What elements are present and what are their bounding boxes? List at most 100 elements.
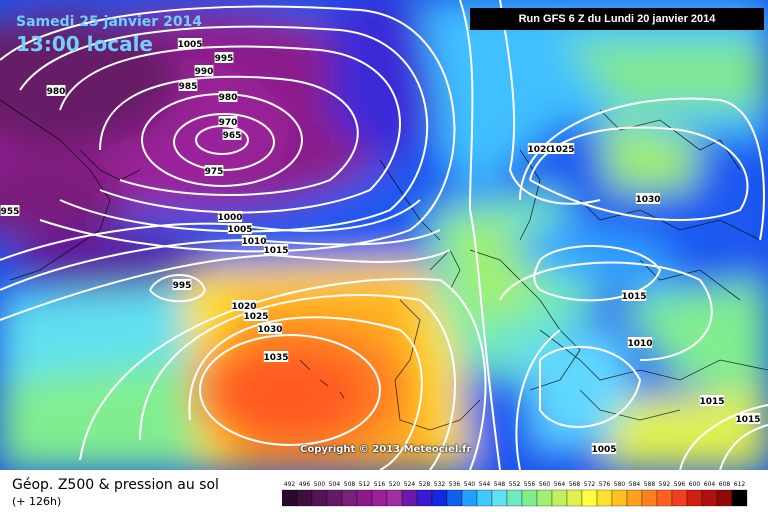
isobar-label-bg bbox=[635, 193, 661, 204]
scale-swatch bbox=[416, 489, 433, 507]
isobar-label: 1010 bbox=[241, 237, 266, 247]
isobar-label: 1005 bbox=[591, 445, 616, 455]
scale-swatch bbox=[611, 489, 628, 507]
forecast-time: 13:00 locale bbox=[16, 32, 153, 56]
isobar-label-bg bbox=[204, 165, 224, 176]
scale-swatch bbox=[536, 489, 553, 507]
scale-tick-label: 516 bbox=[374, 481, 386, 488]
scale-tick-label: 500 bbox=[314, 481, 326, 488]
scale-tick-label: 576 bbox=[599, 481, 611, 488]
isobar-label: 995 bbox=[173, 281, 192, 291]
scale-tick-label: 528 bbox=[419, 481, 431, 488]
scale-tick-label: 520 bbox=[389, 481, 401, 488]
scale-swatch bbox=[491, 489, 508, 507]
isobar-label: 985 bbox=[179, 82, 198, 92]
scale-swatch bbox=[341, 489, 358, 507]
isobar-label: 1015 bbox=[263, 246, 288, 256]
isobar-label: 975 bbox=[205, 167, 224, 177]
scale-swatch bbox=[671, 489, 688, 507]
forecast-date: Samedi 25 janvier 2014 bbox=[16, 14, 203, 30]
isobar-label-bg bbox=[591, 443, 617, 454]
isobar-label-bg bbox=[218, 116, 238, 127]
scale-swatch bbox=[311, 489, 328, 507]
isobar-label: 1020 bbox=[231, 302, 256, 312]
scale-swatch bbox=[656, 489, 673, 507]
isobar-label: 1035 bbox=[263, 353, 288, 363]
isobar-label-bg bbox=[227, 223, 253, 234]
isobar-label-bg bbox=[217, 211, 243, 222]
scale-swatch bbox=[596, 489, 613, 507]
isobar-label: 1020 bbox=[527, 145, 552, 155]
scale-swatch bbox=[356, 489, 373, 507]
isobar-label: 1030 bbox=[257, 325, 282, 335]
scale-swatch bbox=[581, 489, 598, 507]
isobar-label: 1015 bbox=[699, 397, 724, 407]
scale-swatch bbox=[296, 489, 313, 507]
scale-swatch bbox=[282, 489, 298, 507]
isobar-label: 1010 bbox=[627, 339, 652, 349]
scale-swatch bbox=[371, 489, 388, 507]
scale-tick-label: 544 bbox=[479, 481, 491, 488]
isobar-label-bg bbox=[241, 235, 267, 246]
scale-tick-label: 612 bbox=[734, 481, 746, 488]
scale-tick-label: 564 bbox=[554, 481, 566, 488]
isobar-label-bg bbox=[621, 290, 647, 301]
isobar-label: 980 bbox=[47, 87, 66, 97]
scale-tick-label: 504 bbox=[329, 481, 341, 488]
scale-tick-label: 512 bbox=[359, 481, 371, 488]
scale-tick-label: 572 bbox=[584, 481, 596, 488]
isobar-label: 970 bbox=[219, 118, 238, 128]
scale-swatch bbox=[386, 489, 403, 507]
scale-swatch bbox=[431, 489, 448, 507]
scale-tick-label: 596 bbox=[674, 481, 686, 488]
isobar-label: 990 bbox=[195, 67, 214, 77]
scale-tick-label: 588 bbox=[644, 481, 656, 488]
model-run-label: Run GFS 6 Z du Lundi 20 janvier 2014 bbox=[470, 8, 764, 30]
isobar-label-bg bbox=[263, 351, 289, 362]
scale-tick-label: 524 bbox=[404, 481, 416, 488]
legend-title: Géop. Z500 & pression au sol bbox=[12, 477, 219, 493]
isobar-label-bg bbox=[177, 38, 203, 49]
isobar-label-bg bbox=[0, 205, 20, 216]
scale-swatch bbox=[731, 489, 748, 507]
scale-swatch bbox=[461, 489, 478, 507]
scale-tick-label: 532 bbox=[434, 481, 446, 488]
isobar-label: 980 bbox=[219, 93, 238, 103]
isobar-label-bg bbox=[735, 413, 761, 424]
legend-footer: Géop. Z500 & pression au sol (+ 126h) 49… bbox=[0, 470, 768, 512]
isobar-label: 1005 bbox=[177, 40, 202, 50]
scale-swatch bbox=[326, 489, 343, 507]
scale-tick-label: 556 bbox=[524, 481, 536, 488]
color-field bbox=[0, 0, 768, 470]
isobar-label-bg bbox=[231, 300, 257, 311]
scale-tick-label: 604 bbox=[704, 481, 716, 488]
scale-tick-label: 540 bbox=[464, 481, 476, 488]
isobar-label-bg bbox=[222, 129, 242, 140]
isobar-labels: 1005995990985980980970965975955100010051… bbox=[0, 38, 761, 455]
scale-tick-label: 508 bbox=[344, 481, 356, 488]
isobar-label-bg bbox=[699, 395, 725, 406]
scale-tick-label: 548 bbox=[494, 481, 506, 488]
isobar-label: 995 bbox=[215, 54, 234, 64]
scale-swatch bbox=[701, 489, 718, 507]
isobar-label: 965 bbox=[223, 131, 242, 141]
scale-tick-label: 592 bbox=[659, 481, 671, 488]
isobar-label-bg bbox=[194, 65, 214, 76]
isobar-label-bg bbox=[549, 143, 575, 154]
scale-swatch bbox=[521, 489, 538, 507]
isobar-label-bg bbox=[214, 52, 234, 63]
scale-tick-label: 608 bbox=[719, 481, 731, 488]
scale-swatch bbox=[476, 489, 493, 507]
scale-tick-label: 600 bbox=[689, 481, 701, 488]
scale-swatch bbox=[686, 489, 703, 507]
isobar-label-bg bbox=[172, 279, 192, 290]
copyright-notice: Copyright © 2013 Meteociel.fr bbox=[300, 444, 472, 455]
color-scale: 492 496 500 504 508 512 516 520 524 528 532 536 540 5… bbox=[282, 481, 748, 507]
scale-tick-label: 560 bbox=[539, 481, 551, 488]
scale-swatch bbox=[446, 489, 463, 507]
isobar-label: 1000 bbox=[217, 213, 242, 223]
isobar-label: 1025 bbox=[243, 312, 268, 322]
isobar-label-bg bbox=[243, 310, 269, 321]
isobar-label-bg bbox=[263, 244, 289, 255]
